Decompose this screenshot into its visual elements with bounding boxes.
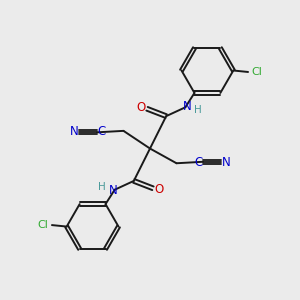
Text: N: N — [182, 100, 191, 113]
Text: N: N — [70, 125, 78, 138]
Text: H: H — [194, 105, 202, 115]
Text: N: N — [109, 184, 118, 197]
Text: O: O — [136, 101, 146, 114]
Text: C: C — [194, 156, 203, 169]
Text: C: C — [97, 125, 106, 138]
Text: N: N — [222, 156, 230, 169]
Text: O: O — [154, 183, 164, 196]
Text: Cl: Cl — [38, 220, 49, 230]
Text: H: H — [98, 182, 106, 192]
Text: Cl: Cl — [251, 67, 262, 77]
